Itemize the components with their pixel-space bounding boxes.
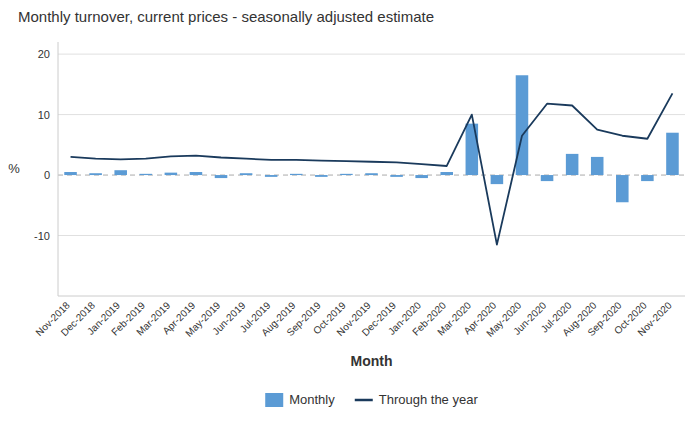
bar xyxy=(190,172,203,175)
grid-line xyxy=(58,235,685,236)
legend-swatch xyxy=(265,393,283,407)
y-tick-label: 0 xyxy=(44,169,50,181)
plot-area xyxy=(64,75,678,244)
grid xyxy=(58,54,685,235)
bar xyxy=(566,154,579,175)
y-axis-label: % xyxy=(8,161,20,176)
y-tick-label: 10 xyxy=(38,109,50,121)
line xyxy=(71,93,673,244)
x-tick-label: Nov-2020 xyxy=(635,299,674,338)
bar xyxy=(240,173,253,175)
bar xyxy=(516,75,529,175)
bar xyxy=(440,172,453,175)
bar xyxy=(89,173,102,175)
bar xyxy=(290,174,303,175)
bar xyxy=(265,175,278,177)
legend: Monthly Through the year xyxy=(265,392,478,407)
bar xyxy=(390,175,403,177)
x-axis-label: Month xyxy=(351,353,393,369)
bar xyxy=(666,133,679,175)
bar xyxy=(165,173,178,175)
bar xyxy=(415,175,428,178)
chart: Monthly turnover, current prices - seaso… xyxy=(0,0,700,444)
bar xyxy=(215,175,228,178)
bar xyxy=(340,174,353,175)
bar xyxy=(616,175,629,202)
bar xyxy=(315,175,328,177)
y-tick-label: -10 xyxy=(34,230,50,242)
bar xyxy=(466,124,479,175)
legend-label: Monthly xyxy=(289,392,335,407)
title: Monthly turnover, current prices - seaso… xyxy=(18,8,434,25)
x-axis-line xyxy=(58,296,685,297)
y-axis-line xyxy=(58,42,59,296)
bar xyxy=(541,175,554,181)
legend-label: Through the year xyxy=(379,392,479,407)
legend-swatch xyxy=(355,399,373,402)
grid-line xyxy=(58,54,685,55)
grid-line xyxy=(58,114,685,115)
bar xyxy=(64,172,77,175)
bar xyxy=(140,174,153,175)
bar xyxy=(114,170,127,175)
y-tick-label: 20 xyxy=(38,48,50,60)
bar xyxy=(641,175,654,181)
bar xyxy=(491,175,504,184)
bar xyxy=(591,157,604,175)
bar xyxy=(365,173,378,175)
